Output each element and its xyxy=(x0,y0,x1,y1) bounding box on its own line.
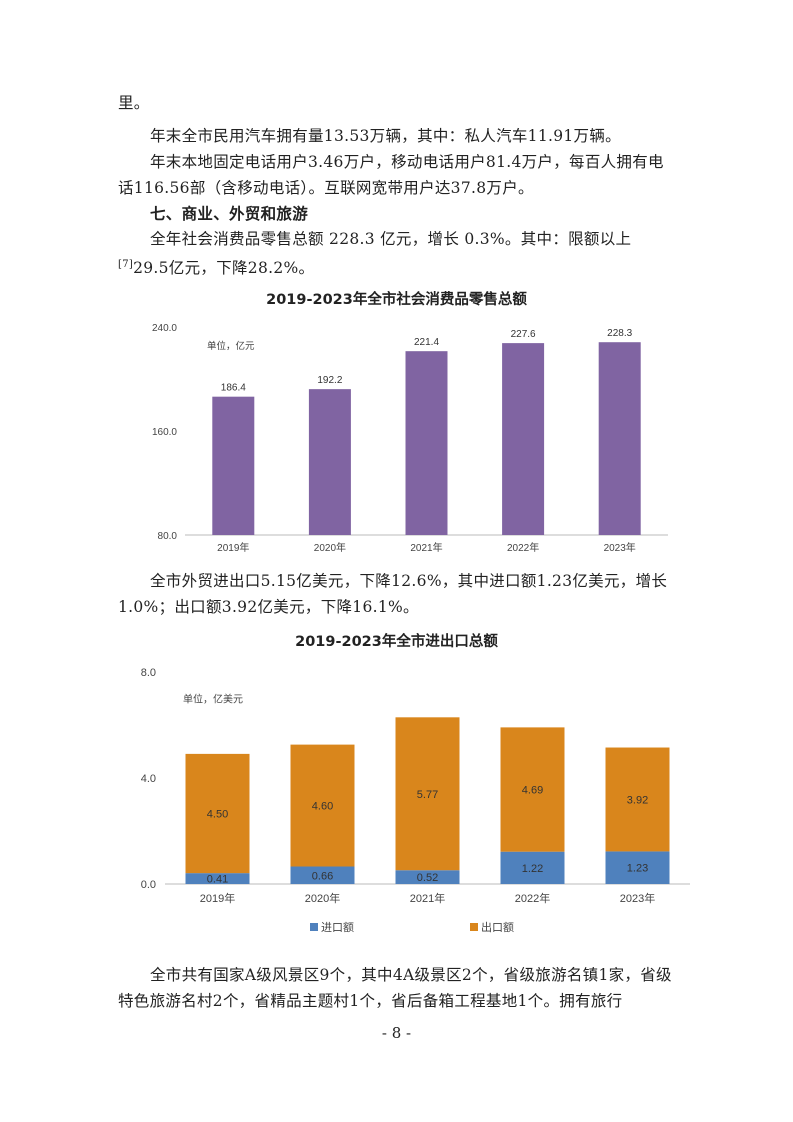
x-tick-label: 2019年 xyxy=(217,541,249,554)
paragraph: 全年社会消费品零售总额 228.3 亿元，增长 0.3%。其中：限额以上 [7]2… xyxy=(118,226,678,281)
data-label: 227.6 xyxy=(511,329,536,340)
bar-segment xyxy=(185,873,250,884)
x-tick-label: 2021年 xyxy=(410,541,442,554)
trade-chart: 0.0 4.0 8.0 单位，亿美元 0.41 4.50 2019年 0.66 4.60 2020… xyxy=(141,667,690,934)
x-tick-label: 2020年 xyxy=(305,891,340,905)
x-tick-label: 2022年 xyxy=(515,891,550,905)
x-tick-label: 2023年 xyxy=(604,541,636,554)
paragraph: 里。 xyxy=(118,94,150,112)
bar-segment xyxy=(395,870,460,884)
paragraph-text: 29.5亿元，下降28.2%。 xyxy=(133,259,315,278)
y-tick-label: 160.0 xyxy=(152,427,177,438)
unit-label: 单位，亿美元 xyxy=(183,693,243,706)
x-tick-label: 2023年 xyxy=(620,891,655,905)
bar xyxy=(502,343,545,535)
bar-segment xyxy=(500,727,565,852)
data-label: 4.60 xyxy=(312,801,333,813)
data-label: 1.22 xyxy=(522,863,543,875)
data-label: 1.23 xyxy=(627,863,648,875)
data-label: 0.41 xyxy=(207,874,228,886)
y-tick-label: 0.0 xyxy=(141,879,156,891)
page-number: - 8 - xyxy=(381,1024,412,1042)
section-heading: 七、商业、外贸和旅游 xyxy=(150,205,309,223)
paragraph: 年末全市民用汽车拥有量13.53万辆，其中：私人汽车11.91万辆。 xyxy=(150,127,621,145)
data-label: 4.50 xyxy=(207,809,228,821)
paragraph: 年末本地固定电话用户3.46万户，移动电话用户81.4万户，每百人拥有电话116… xyxy=(118,153,664,197)
x-tick-label: 2020年 xyxy=(314,541,346,554)
bar-segment xyxy=(605,747,670,852)
footnote-ref[interactable]: [7] xyxy=(118,259,134,270)
unit-label: 单位，亿元 xyxy=(207,340,255,352)
y-tick-label: 8.0 xyxy=(141,667,156,679)
legend-swatch xyxy=(470,923,478,931)
paragraph: 全市共有国家A级风景区9个，其中4A级景区2个，省级旅游名镇1家，省级特色旅游名… xyxy=(118,966,672,1010)
chart-title: 2019-2023年全市进出口总额 xyxy=(295,634,498,650)
bar xyxy=(308,389,351,535)
x-tick-label: 2021年 xyxy=(410,891,445,905)
bar xyxy=(212,396,255,535)
data-label: 3.92 xyxy=(627,794,648,806)
data-label: 4.69 xyxy=(522,785,543,797)
bar xyxy=(405,351,448,535)
data-label: 0.52 xyxy=(417,872,438,884)
y-tick-label: 240.0 xyxy=(152,323,177,334)
data-label: 5.77 xyxy=(417,789,438,801)
x-tick-label: 2022年 xyxy=(507,541,539,554)
x-tick-label: 2019年 xyxy=(200,891,235,905)
bar-segment xyxy=(185,753,250,874)
bar xyxy=(598,342,641,535)
bar-segment xyxy=(290,744,355,867)
y-tick-label: 80.0 xyxy=(158,531,178,542)
legend-label: 进口额 xyxy=(321,921,354,934)
paragraph-text: 全年社会消费品零售总额 228.3 亿元，增长 0.3%。其中：限额以上 xyxy=(150,230,632,248)
bar-segment xyxy=(290,866,355,884)
data-label: 228.3 xyxy=(607,328,632,339)
legend-label: 出口额 xyxy=(481,920,514,934)
data-label: 0.66 xyxy=(312,870,333,882)
data-label: 186.4 xyxy=(221,383,246,394)
bar-segment xyxy=(605,851,670,884)
paragraph: 全市外贸进出口5.15亿美元，下降12.6%，其中进口额1.23亿美元，增长1.… xyxy=(118,572,668,616)
chart-title: 2019-2023年全市社会消费品零售总额 xyxy=(266,292,527,308)
bar-segment xyxy=(395,717,460,871)
retail-sales-chart: 80.0 160.0 240.0 单位，亿元 186.4 2019年 192.2 2020年 2… xyxy=(152,323,668,554)
data-label: 221.4 xyxy=(414,337,439,348)
y-tick-label: 4.0 xyxy=(141,773,156,785)
bar-segment xyxy=(500,851,565,884)
legend-swatch xyxy=(310,923,318,931)
data-label: 192.2 xyxy=(317,375,342,386)
